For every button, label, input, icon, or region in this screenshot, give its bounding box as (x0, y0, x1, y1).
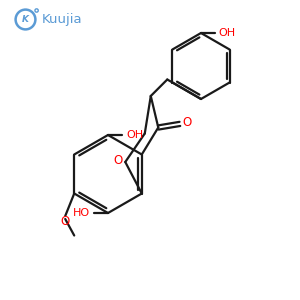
Text: Kuujia: Kuujia (42, 13, 82, 26)
Text: K: K (22, 15, 29, 24)
Text: OH: OH (218, 28, 236, 38)
Text: O: O (60, 215, 70, 228)
Text: O: O (183, 116, 192, 129)
Text: O: O (113, 154, 122, 167)
Text: OH: OH (126, 130, 143, 140)
Text: HO: HO (73, 208, 90, 218)
